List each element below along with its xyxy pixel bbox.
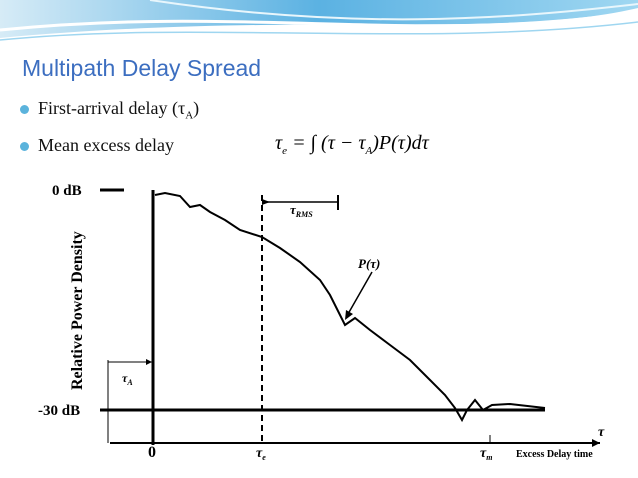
subscript: m xyxy=(486,453,492,462)
symbol: τ xyxy=(480,446,487,461)
symbol: τ xyxy=(290,202,297,217)
first-arrival-label: τA xyxy=(122,371,133,387)
bullet-text: ) xyxy=(193,98,200,118)
bullet-text: Mean excess delay xyxy=(38,135,174,155)
bullet-text: First-arrival delay (τ xyxy=(38,98,186,118)
rms-label: τRMS xyxy=(290,202,313,219)
level-label: 0 dB xyxy=(52,183,82,199)
arrowhead xyxy=(262,199,270,205)
arrowhead xyxy=(592,439,600,447)
subscript: A xyxy=(126,378,133,387)
header-decoration xyxy=(0,0,638,50)
power-curve xyxy=(154,191,546,423)
slide-title: Multipath Delay Spread xyxy=(22,55,262,81)
subscript: A xyxy=(365,145,373,157)
delay-diagram: 0 dB -30 dB Relative Power Density P(τ) … xyxy=(20,165,620,470)
subscript: e xyxy=(262,453,266,462)
subscript: e xyxy=(282,145,288,157)
subscript: RMS xyxy=(295,210,313,219)
arrowhead xyxy=(146,359,152,365)
x-axis-symbol: τ xyxy=(598,425,605,440)
formula-part: τ xyxy=(275,132,283,154)
bullet: First-arrival delay (τA) xyxy=(20,98,199,122)
origin-label: 0 xyxy=(148,444,156,461)
max-label: τm xyxy=(480,446,492,462)
formula: τe = ∫ (τ − τA)P(τ)dτ xyxy=(275,132,429,157)
label-arrow xyxy=(347,271,373,315)
x-axis-label: Excess Delay time xyxy=(516,449,593,460)
formula-part: )P(τ)dτ xyxy=(372,132,429,154)
subscript: A xyxy=(185,109,194,122)
curve-label: P(τ) xyxy=(358,256,380,271)
y-axis-label: Relative Power Density xyxy=(69,231,86,390)
arrowhead xyxy=(345,310,353,320)
mean-label: τe xyxy=(256,446,266,462)
symbol: τ xyxy=(122,371,128,385)
bullet: Mean excess delay xyxy=(20,135,174,156)
level-label: -30 dB xyxy=(38,403,80,419)
formula-part: = ∫ (τ − τ xyxy=(287,132,366,154)
symbol: τ xyxy=(256,446,263,461)
